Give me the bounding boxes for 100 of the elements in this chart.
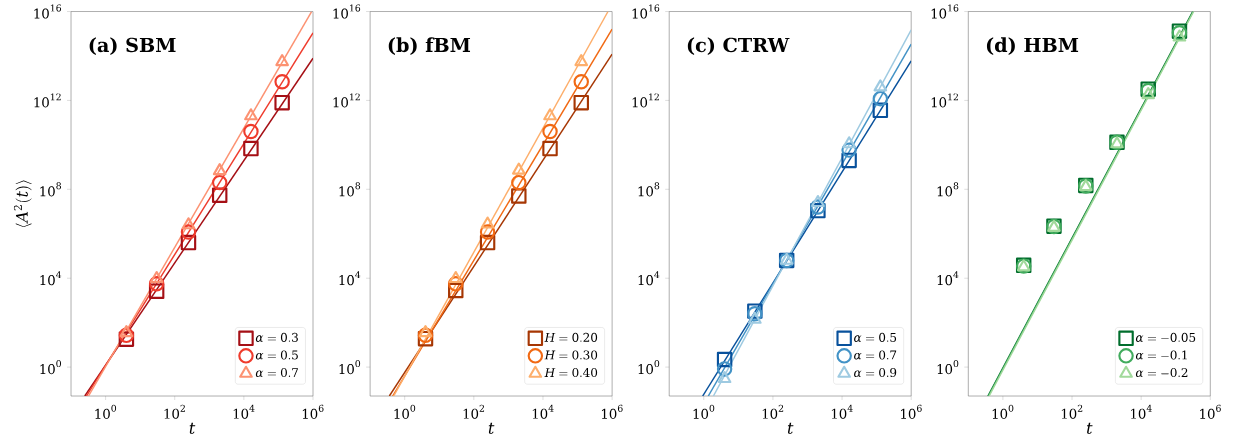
point (275, 54, 289, 67)
x-tick-label: $10^{6}$ (901, 404, 922, 419)
y-tick-label: $10^{16}$ (931, 4, 959, 19)
point (573, 94, 589, 111)
y-tick-label: $10^{8}$ (40, 182, 62, 197)
x-tick-label: $10^{4}$ (831, 404, 853, 419)
text: (c) CTRW (687, 37, 790, 55)
point (479, 224, 496, 240)
point (811, 194, 825, 208)
legend-label: $\alpha=-0.1$ (1135, 350, 1187, 360)
legend-label: $\alpha=-0.2$ (1135, 367, 1188, 378)
legend-label: $H=0.20$ (544, 332, 598, 342)
point (717, 370, 732, 384)
point (118, 327, 135, 344)
point (212, 163, 227, 176)
x-tick-label: $10^{2}$ (762, 404, 784, 419)
y-tick-label: $10^{4}$ (638, 271, 660, 286)
point (1141, 87, 1156, 100)
x-tick-label: $10^{6}$ (601, 404, 623, 419)
legend-label: $\alpha=0.7$ (255, 367, 298, 378)
x-tick-label: $10^{0}$ (95, 404, 117, 419)
y-tick-label: $10^{12}$ (632, 93, 659, 108)
point (480, 216, 495, 229)
y-tick-label: $10^{12}$ (333, 93, 360, 108)
y-axis-title: $\langle A^2(t)\rangle$ (13, 180, 32, 228)
point (842, 136, 856, 149)
point (543, 108, 557, 121)
y-tick-label: $10^{4}$ (339, 271, 361, 286)
x-tick-label: $10^{6}$ (302, 404, 324, 419)
legend-label: $\alpha=0.7$ (854, 350, 897, 360)
x-tick-label: $10^{2}$ (463, 404, 485, 419)
x-tick-label: $10^{2}$ (1061, 404, 1083, 419)
text: (a) SBM (89, 37, 176, 55)
x-axis-title: $t$ (488, 422, 495, 434)
point (180, 234, 197, 251)
x-tick-label: $10^{4}$ (1131, 404, 1152, 419)
y-tick-label: $10^{12}$ (931, 93, 959, 108)
point (511, 188, 527, 204)
x-tick-label: $10^{0}$ (394, 404, 416, 419)
point (573, 74, 589, 90)
y-tick-label: $10^{0}$ (638, 360, 660, 375)
point (243, 140, 259, 157)
legend-label: $\alpha=0.9$ (854, 367, 897, 378)
point (119, 325, 134, 338)
text: (b) fBM (388, 37, 471, 55)
point (574, 54, 589, 67)
point (211, 174, 228, 191)
point (716, 351, 733, 368)
point (180, 224, 197, 240)
y-tick-label: $10^{12}$ (34, 93, 61, 108)
y-tick-label: $10^{8}$ (937, 182, 959, 197)
x-tick-label: $10^{6}$ (1200, 404, 1221, 419)
legend-label: $\alpha=0.5$ (255, 350, 298, 360)
legend-label: $\alpha=-0.05$ (1135, 332, 1196, 342)
point (542, 140, 558, 157)
x-axis-title: $t$ (1086, 422, 1093, 434)
y-tick-label: $10^{4}$ (937, 271, 959, 286)
x-tick-label: $10^{0}$ (992, 404, 1014, 419)
y-tick-label: $10^{0}$ (937, 360, 959, 375)
point (479, 234, 496, 251)
point (841, 152, 857, 169)
x-tick-label: $10^{4}$ (233, 404, 255, 419)
point (211, 187, 228, 203)
point (418, 325, 433, 338)
y-tick-label: $10^{8}$ (638, 182, 660, 197)
x-tick-label: $10^{0}$ (693, 404, 715, 419)
point (810, 199, 826, 215)
point (779, 252, 794, 265)
y-tick-label: $10^{16}$ (333, 4, 361, 19)
point (542, 123, 558, 140)
legend-label: $\alpha=0.5$ (854, 332, 897, 342)
point (841, 142, 857, 158)
point (716, 361, 733, 377)
point (148, 283, 165, 299)
point (448, 270, 463, 284)
legend-label: $H=0.30$ (544, 350, 598, 360)
point (181, 217, 196, 230)
text: (d) HBM (986, 37, 1079, 55)
point (511, 174, 527, 191)
point (1172, 29, 1187, 42)
point (149, 270, 164, 284)
y-tick-label: $10^{0}$ (40, 360, 62, 375)
point (448, 282, 464, 299)
x-axis-title: $t$ (189, 422, 196, 434)
y-tick-label: $10^{8}$ (339, 182, 361, 197)
point (274, 94, 290, 111)
point (872, 90, 889, 107)
point (872, 102, 889, 119)
point (148, 276, 165, 292)
point (448, 276, 464, 292)
x-tick-label: $10^{4}$ (532, 404, 554, 419)
point (810, 202, 826, 219)
y-tick-label: $10^{16}$ (34, 4, 62, 19)
point (244, 108, 258, 121)
point (511, 162, 526, 175)
point (873, 79, 888, 92)
y-tick-label: $10^{4}$ (40, 271, 62, 286)
y-tick-label: $10^{16}$ (632, 4, 660, 19)
x-tick-label: $10^{2}$ (164, 404, 185, 419)
legend-label: $\alpha=0.3$ (255, 332, 298, 342)
